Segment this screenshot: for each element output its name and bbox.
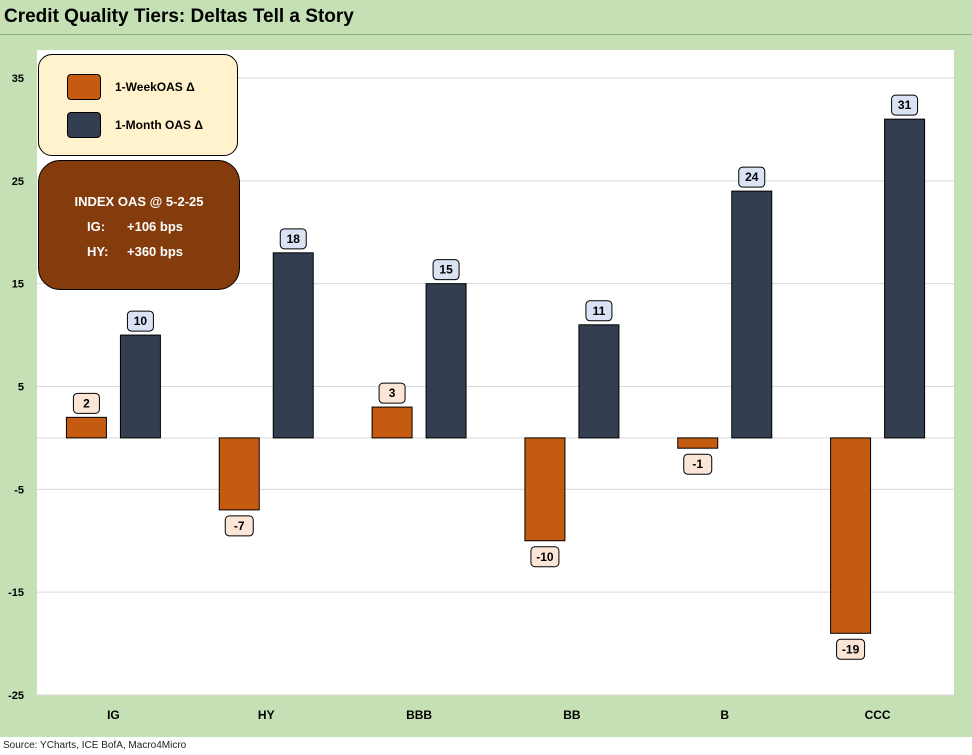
data-label-box bbox=[530, 546, 560, 568]
legend-swatch-weekly bbox=[67, 74, 101, 100]
bar-monthly bbox=[884, 118, 926, 439]
chart-title: Credit Quality Tiers: Deltas Tell a Stor… bbox=[4, 6, 354, 27]
note-value-hy: +360 bps bbox=[127, 244, 184, 259]
bar-weekly bbox=[65, 416, 107, 439]
title-bar: Credit Quality Tiers: Deltas Tell a Stor… bbox=[0, 0, 972, 35]
data-label-box bbox=[585, 300, 613, 322]
x-axis-categories: IG HY BBB BB B CCC bbox=[107, 708, 891, 722]
category-label: BBB bbox=[406, 708, 432, 722]
data-label: 3 bbox=[378, 382, 406, 404]
data-label-text: 10 bbox=[134, 314, 148, 328]
data-label-box bbox=[683, 453, 713, 475]
data-label-box bbox=[891, 94, 919, 116]
data-label-text: -10 bbox=[536, 550, 554, 564]
legend-item-monthly: 1-Month OAS Δ bbox=[67, 111, 203, 139]
data-label-text: -7 bbox=[234, 519, 245, 533]
data-label: 15 bbox=[432, 259, 460, 281]
legend-label-weekly: 1-WeekOAS Δ bbox=[115, 80, 195, 94]
y-axis-ticks: 35 25 15 5 -5 -15 -25 bbox=[8, 73, 24, 702]
data-label-box bbox=[72, 392, 100, 414]
bar-weekly bbox=[830, 437, 872, 634]
data-label-text: -1 bbox=[692, 457, 703, 471]
bar-monthly bbox=[578, 324, 620, 439]
data-label: -19 bbox=[836, 638, 866, 660]
bars bbox=[65, 118, 926, 634]
data-label-box bbox=[126, 310, 154, 332]
y-tick-label: -15 bbox=[8, 587, 24, 599]
bar-monthly bbox=[272, 252, 314, 439]
y-tick-label: 35 bbox=[12, 73, 24, 85]
category-label: B bbox=[720, 708, 729, 722]
category-label: CCC bbox=[865, 708, 891, 722]
bar-monthly bbox=[731, 190, 773, 439]
note-label-hy: HY: bbox=[87, 244, 109, 259]
data-label: 11 bbox=[585, 300, 613, 322]
legend-label-monthly: 1-Month OAS Δ bbox=[115, 118, 203, 132]
data-label: -7 bbox=[224, 515, 254, 537]
note-row-ig: IG: +106 bps bbox=[87, 219, 183, 234]
data-label-text: -19 bbox=[842, 642, 860, 656]
bar-monthly bbox=[119, 334, 161, 439]
category-label: BB bbox=[563, 708, 581, 722]
data-label-text: 15 bbox=[439, 263, 453, 277]
data-label: 18 bbox=[279, 228, 307, 250]
note-label-ig: IG: bbox=[87, 219, 106, 234]
data-label-box bbox=[279, 228, 307, 250]
legend: 1-WeekOAS Δ 1-Month OAS Δ bbox=[38, 54, 238, 156]
y-tick-label: 15 bbox=[12, 279, 24, 291]
data-label: 31 bbox=[891, 94, 919, 116]
data-label-text: 24 bbox=[745, 170, 759, 184]
legend-item-weekly: 1-WeekOAS Δ bbox=[67, 73, 195, 101]
bar-weekly bbox=[677, 437, 719, 449]
bar-weekly bbox=[218, 437, 260, 511]
data-label-text: 3 bbox=[389, 386, 396, 400]
source-note: Source: YCharts, ICE BofA, Macro4Micro bbox=[3, 740, 187, 751]
y-tick-label: -25 bbox=[8, 690, 24, 702]
data-label-box bbox=[224, 515, 254, 537]
data-label-box bbox=[738, 166, 766, 188]
category-label: IG bbox=[107, 708, 120, 722]
category-label: HY bbox=[258, 708, 275, 722]
y-tick-label: 5 bbox=[18, 382, 24, 394]
data-label-text: 31 bbox=[898, 98, 912, 112]
index-oas-note: INDEX OAS @ 5-2-25 IG: +106 bps HY: +360… bbox=[38, 160, 240, 290]
bar-weekly bbox=[371, 406, 413, 439]
note-row-hy: HY: +360 bps bbox=[87, 244, 183, 259]
note-title: INDEX OAS @ 5-2-25 bbox=[74, 194, 204, 209]
data-label-box bbox=[432, 259, 460, 281]
data-label: 10 bbox=[126, 310, 154, 332]
legend-swatch-monthly bbox=[67, 112, 101, 138]
note-value-ig: +106 bps bbox=[127, 219, 184, 234]
bar-weekly bbox=[524, 437, 566, 542]
data-label-text: 11 bbox=[593, 304, 606, 318]
data-label-box bbox=[378, 382, 406, 404]
data-label: 2 bbox=[72, 392, 100, 414]
data-label: 24 bbox=[738, 166, 766, 188]
data-label-box bbox=[836, 638, 866, 660]
data-label-text: 18 bbox=[287, 232, 301, 246]
plot-area bbox=[37, 50, 954, 695]
data-label: -10 bbox=[530, 546, 560, 568]
bar-monthly bbox=[425, 283, 467, 439]
y-tick-label: -5 bbox=[14, 484, 24, 496]
data-label: -1 bbox=[683, 453, 713, 475]
y-tick-label: 25 bbox=[12, 176, 24, 188]
data-label-text: 2 bbox=[83, 396, 90, 410]
data-labels: 2 10 -7 18 3 15 -10 11 -1 24 -19 31 bbox=[72, 94, 919, 660]
